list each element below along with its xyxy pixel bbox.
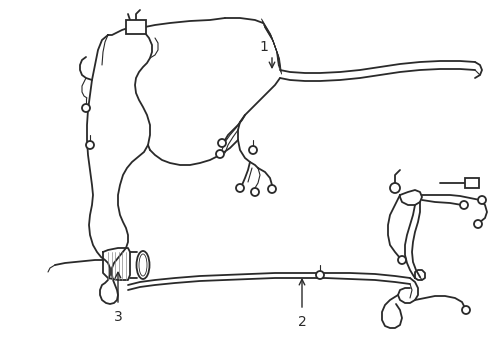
Circle shape [216, 150, 224, 158]
Circle shape [82, 104, 90, 112]
Circle shape [316, 271, 324, 279]
Text: 1: 1 [260, 40, 269, 54]
Circle shape [478, 196, 486, 204]
Circle shape [462, 306, 470, 314]
Circle shape [474, 220, 482, 228]
Ellipse shape [137, 251, 149, 279]
Bar [126, 20, 146, 34]
Circle shape [249, 146, 257, 154]
Text: 3: 3 [114, 310, 122, 324]
Circle shape [251, 188, 259, 196]
Circle shape [86, 141, 94, 149]
Circle shape [218, 139, 226, 147]
Circle shape [236, 184, 244, 192]
Circle shape [460, 201, 468, 209]
Bar [465, 178, 479, 188]
Ellipse shape [139, 254, 147, 276]
Circle shape [390, 183, 400, 193]
Circle shape [398, 256, 406, 264]
Circle shape [268, 185, 276, 193]
Text: 2: 2 [297, 315, 306, 329]
